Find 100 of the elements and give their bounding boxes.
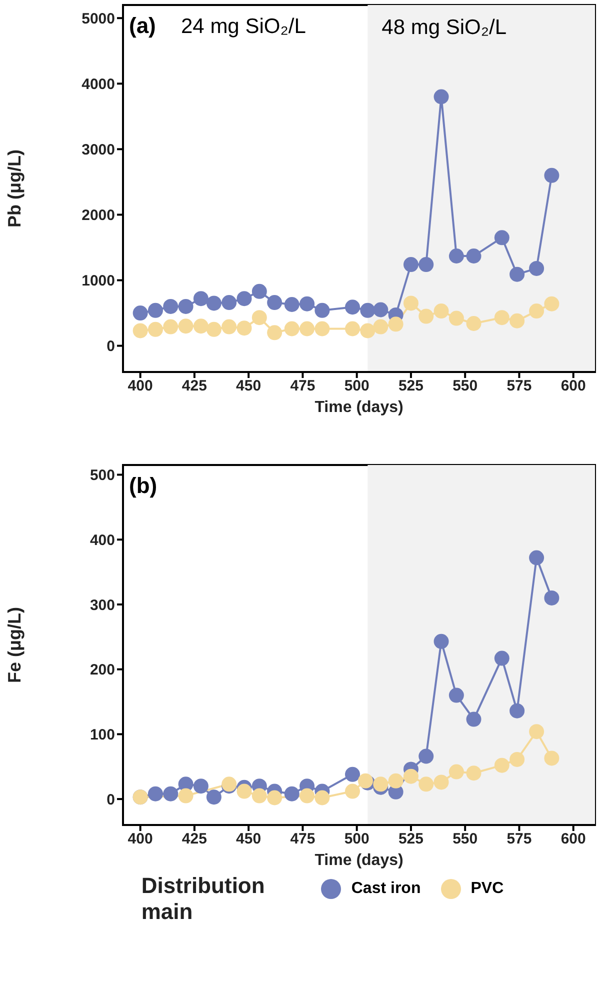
- point: [529, 550, 544, 566]
- point: [448, 688, 464, 703]
- point: [466, 248, 482, 264]
- y-axis-title: Fe (μg/L): [4, 606, 24, 683]
- point: [236, 291, 252, 306]
- point: [193, 778, 208, 794]
- point: [222, 295, 237, 310]
- y-tick-label: 0: [106, 338, 115, 356]
- point: [267, 295, 282, 310]
- point: [300, 788, 315, 804]
- x-tick-label: 550: [452, 830, 478, 848]
- point: [178, 318, 194, 334]
- point: [466, 712, 482, 727]
- point: [388, 773, 404, 788]
- x-tick-label: 425: [182, 378, 207, 395]
- point: [494, 230, 510, 246]
- y-tick-label: 4000: [82, 76, 115, 93]
- point: [206, 322, 222, 337]
- x-tick-label: 475: [290, 830, 316, 848]
- point: [314, 302, 330, 318]
- point: [434, 634, 449, 649]
- annotation: (a): [129, 13, 156, 38]
- point: [418, 748, 434, 764]
- x-tick-label: 450: [236, 378, 262, 395]
- point: [236, 784, 252, 799]
- point: [544, 168, 560, 183]
- x-tick-label: 450: [236, 830, 262, 848]
- point: [178, 298, 194, 314]
- point: [206, 296, 222, 311]
- point: [448, 764, 464, 780]
- point: [148, 322, 163, 337]
- point: [267, 325, 282, 340]
- x-tick-label: 550: [452, 378, 478, 395]
- point: [345, 321, 360, 336]
- point: [236, 320, 252, 336]
- band-label: 48 mg SiO₂/L: [382, 16, 507, 39]
- point: [252, 310, 267, 326]
- point: [314, 321, 330, 336]
- point: [510, 313, 525, 328]
- point: [163, 319, 178, 334]
- point: [388, 316, 404, 332]
- annotation: (b): [129, 473, 158, 498]
- y-tick-label: 400: [90, 532, 115, 549]
- legend-label: Cast iron: [351, 880, 421, 898]
- point: [529, 260, 544, 276]
- point: [544, 750, 560, 766]
- point: [494, 758, 510, 773]
- y-tick-label: 2000: [82, 207, 115, 224]
- point: [360, 302, 376, 318]
- y-tick-label: 0: [106, 791, 115, 808]
- x-tick-label: 425: [182, 830, 207, 848]
- point: [418, 308, 434, 324]
- y-tick-label: 200: [90, 662, 115, 679]
- point: [314, 790, 330, 806]
- point: [360, 323, 376, 338]
- y-tick-label: 500: [90, 467, 115, 484]
- point: [148, 302, 163, 318]
- point: [544, 296, 560, 312]
- point: [163, 298, 178, 314]
- point: [434, 304, 449, 319]
- annotation: 24 mg SiO₂/L: [181, 15, 306, 38]
- point: [345, 784, 360, 799]
- x-tick-label: 525: [398, 830, 424, 848]
- point: [529, 724, 544, 740]
- y-tick-label: 5000: [82, 10, 115, 28]
- point: [418, 776, 434, 792]
- legend-title: Distribution main: [141, 873, 266, 925]
- y-tick-label: 300: [90, 596, 115, 614]
- x-tick-label: 400: [128, 378, 153, 395]
- point: [267, 790, 282, 806]
- point: [510, 752, 525, 767]
- point: [252, 788, 267, 804]
- x-tick-label: 575: [506, 378, 532, 395]
- point: [403, 257, 418, 272]
- point: [193, 291, 208, 306]
- point: [544, 590, 560, 606]
- x-tick-label: 400: [128, 830, 153, 848]
- point: [403, 768, 418, 784]
- point: [178, 788, 194, 804]
- point: [300, 321, 315, 336]
- x-tick-label: 525: [398, 378, 424, 395]
- point: [510, 703, 525, 718]
- point: [132, 306, 148, 321]
- point: [345, 766, 360, 782]
- y-axis-title: Pb (μg/L): [4, 150, 24, 228]
- point: [373, 319, 388, 334]
- legend-label: PVC: [470, 880, 504, 898]
- point: [300, 296, 315, 312]
- y-tick-label: 1000: [82, 272, 115, 290]
- point: [373, 776, 388, 792]
- point: [163, 786, 178, 802]
- point: [466, 766, 482, 781]
- point: [284, 321, 300, 336]
- point: [148, 786, 163, 802]
- x-tick-label: 500: [344, 378, 370, 395]
- x-axis-title: Time (days): [314, 852, 404, 869]
- point: [494, 310, 510, 326]
- point: [448, 248, 464, 264]
- point: [403, 296, 418, 311]
- point: [434, 774, 449, 790]
